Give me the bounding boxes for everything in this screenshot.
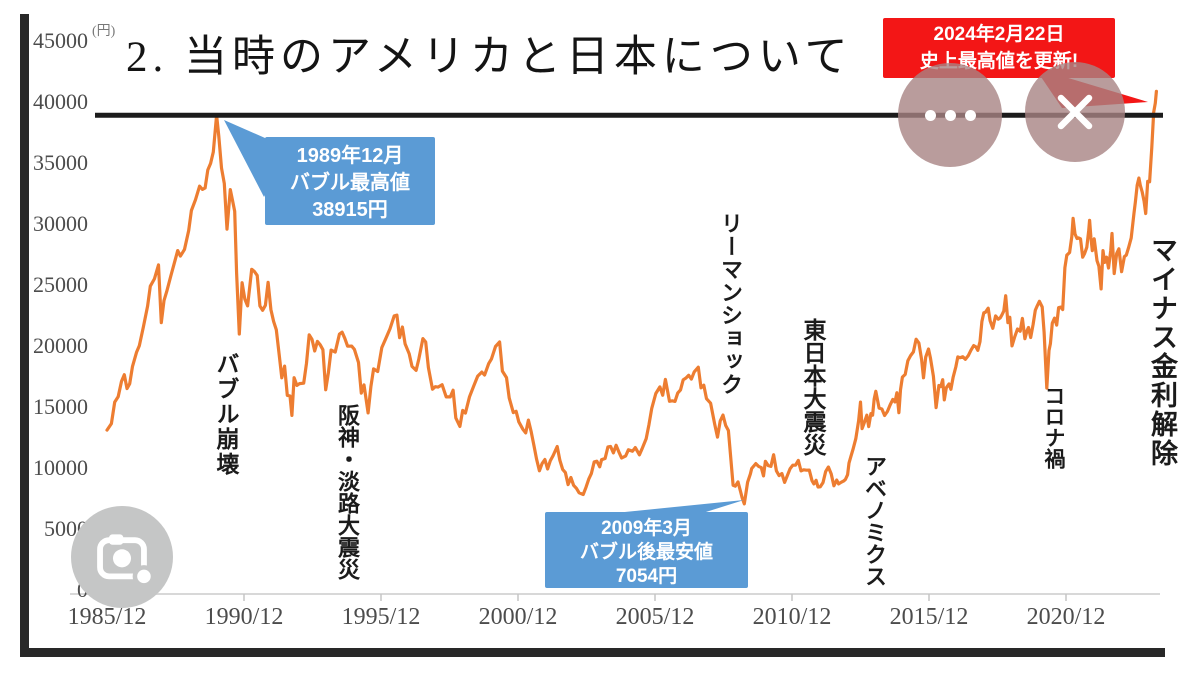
- annotation-bubble-collapse: バブル崩壊: [213, 352, 238, 477]
- y-axis-tick-label: 10000: [33, 455, 88, 480]
- x-axis-tick-label: 2010/12: [752, 604, 832, 630]
- annotation-lehman-shock: リーマンショック: [718, 212, 743, 396]
- x-axis-tick-label: 2020/12: [1026, 604, 1106, 630]
- y-axis-unit-label: (円): [92, 24, 116, 39]
- callout-line: 7054円: [615, 566, 678, 587]
- x-axis-ticks: [106, 594, 1067, 601]
- chart-frame-bottom: [20, 648, 1165, 657]
- y-axis-tick-label: 15000: [33, 394, 88, 419]
- lens-camera-button[interactable]: [71, 506, 173, 608]
- callout-line: 1989年12月: [296, 145, 404, 167]
- y-axis-tick-label: 30000: [33, 211, 88, 236]
- nikkei-price-line: [105, 89, 1159, 506]
- x-axis-tick-label: 1990/12: [204, 604, 284, 630]
- more-options-button[interactable]: [898, 63, 1002, 167]
- callout-line: バブル後最安値: [579, 542, 713, 563]
- y-axis-tick-label: 45000: [33, 28, 88, 53]
- y-axis-tick-label: 40000: [33, 89, 88, 114]
- close-icon: [1057, 94, 1093, 130]
- callout-line: 38915円: [312, 199, 388, 221]
- y-axis-tick-label: 25000: [33, 272, 88, 297]
- y-axis-tick-label: 35000: [33, 150, 88, 175]
- close-button[interactable]: [1025, 62, 1125, 162]
- camera-lens-icon: [97, 534, 153, 588]
- x-axis-tick-label: 2005/12: [615, 604, 695, 630]
- annotation-abenomics: アベノミクス: [862, 455, 887, 587]
- page-title: 2. 当時のアメリカと日本について: [126, 34, 853, 81]
- record-high-date: 2024年2月22日: [933, 24, 1065, 45]
- x-axis-tick-label: 2000/12: [478, 604, 558, 630]
- annotation-east-japan-earthquake: 東日本大震災: [800, 318, 825, 456]
- post-bubble-low-callout: 2009年3月 バブル後最安値 7054円: [545, 512, 748, 588]
- annotation-corona-disaster: コロナ禍: [1042, 385, 1066, 469]
- callout-line: 2009年3月: [601, 518, 692, 539]
- ellipsis-icon: [924, 109, 976, 121]
- x-axis-tick-label: 2015/12: [889, 604, 969, 630]
- annotation-hanshin-awaji-earthquake: 阪神・淡路大震災: [335, 404, 360, 580]
- annotation-negative-rate-removal: マイナス金利解除: [1147, 236, 1177, 468]
- chart-frame-left: [20, 14, 29, 657]
- bubble-peak-callout: 1989年12月 バブル最高値 38915円: [265, 137, 435, 225]
- x-axis-tick-label: 1985/12: [67, 604, 147, 630]
- callout-line: バブル最高値: [290, 172, 410, 194]
- x-axis-tick-label: 1995/12: [341, 604, 421, 630]
- y-axis-tick-label: 20000: [33, 333, 88, 358]
